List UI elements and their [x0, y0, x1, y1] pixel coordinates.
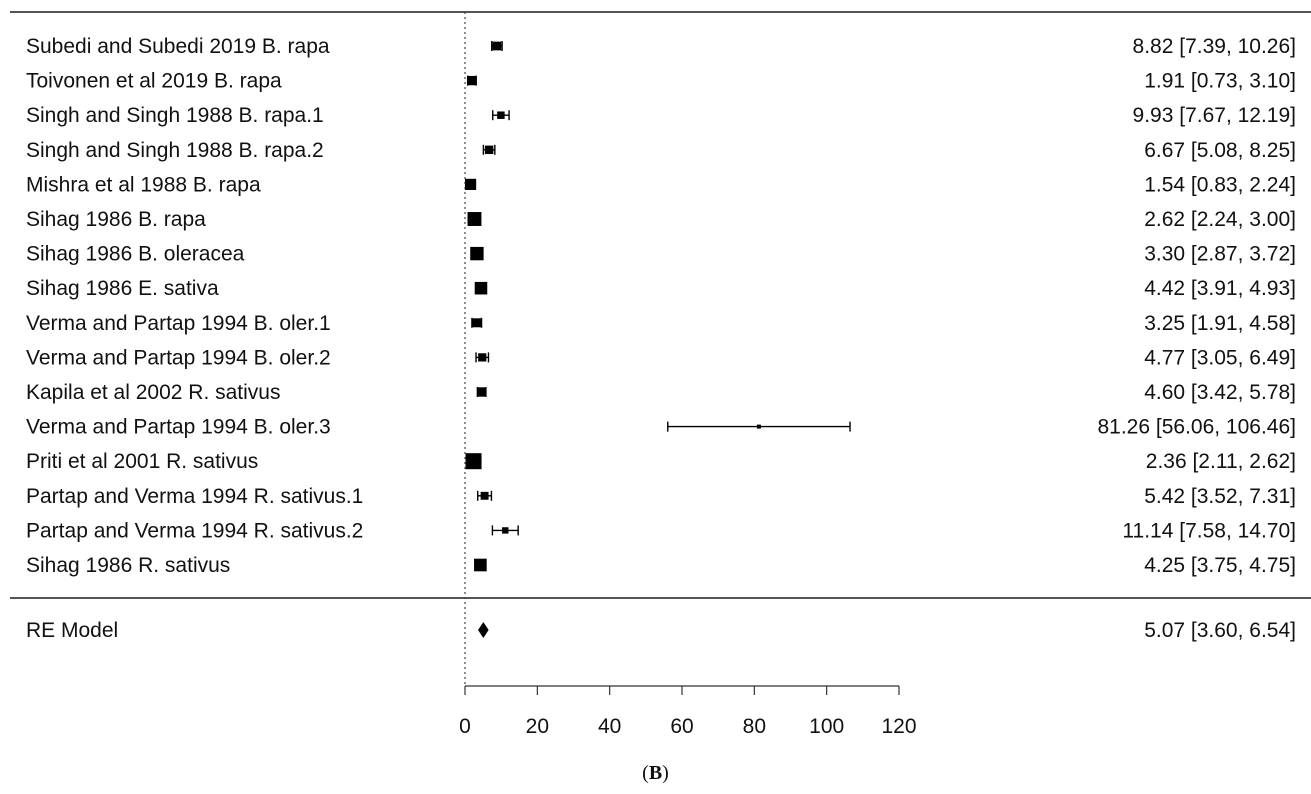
point-estimate-square	[464, 178, 477, 191]
study-ci-text: 8.82 [7.39, 10.26]	[1133, 35, 1296, 58]
study-ci-text: 2.62 [2.24, 3.00]	[1144, 208, 1296, 231]
summary-ci-text: 5.07 [3.60, 6.54]	[1144, 619, 1296, 642]
x-tick-label: 0	[459, 715, 471, 738]
caption-open: (	[642, 762, 649, 784]
study-label: Verma and Partap 1994 B. oler.1	[26, 312, 331, 335]
point-estimate-square	[497, 111, 505, 119]
study-ci-text: 1.91 [0.73, 3.10]	[1144, 70, 1296, 93]
study-row: Subedi and Subedi 2019 B. rapa 8.82 [7.39…	[26, 35, 1296, 58]
study-label: Priti et al 2001 R. sativus	[26, 450, 258, 473]
study-label: Verma and Partap 1994 B. oler.2	[26, 346, 331, 369]
study-label: Singh and Singh 1988 B. rapa.1	[26, 104, 324, 127]
summary-label: RE Model	[26, 619, 118, 642]
point-estimate-square	[467, 212, 482, 226]
point-estimate-square	[484, 145, 494, 155]
x-tick-label: 60	[670, 715, 693, 738]
study-row: Mishra et al 1988 B. rapa 1.54 [0.83, 2.2…	[26, 173, 1296, 196]
study-row: Partap and Verma 1994 R. sativus.1 5.42 […	[26, 485, 1296, 508]
study-row: Toivonen et al 2019 B. rapa 1.91 [0.73, 3…	[26, 70, 1296, 93]
study-label: Singh and Singh 1988 B. rapa.2	[26, 139, 324, 162]
x-tick-label: 100	[809, 715, 844, 738]
study-row: Singh and Singh 1988 B. rapa.2 6.67 [5.08…	[26, 139, 1296, 162]
summary-row: RE Model 5.07 [3.60, 6.54]	[26, 619, 1296, 642]
point-estimate-square	[502, 527, 509, 534]
study-label: Partap and Verma 1994 R. sativus.1	[26, 485, 363, 508]
point-estimate-square	[472, 318, 482, 328]
summary-diamond	[478, 622, 489, 638]
caption-letter: B	[648, 762, 663, 784]
study-label: Sihag 1986 E. sativa	[26, 277, 219, 300]
study-ci-text: 5.42 [3.52, 7.31]	[1144, 485, 1296, 508]
study-rows: Subedi and Subedi 2019 B. rapa 8.82 [7.39…	[26, 35, 1296, 577]
x-axis: 0 20 40 60 80 100 120	[459, 685, 917, 738]
study-label: Verma and Partap 1994 B. oler.3	[26, 416, 331, 439]
point-estimate-square	[480, 491, 489, 500]
study-ci-text: 4.60 [3.42, 5.78]	[1144, 381, 1296, 404]
study-label: Mishra et al 1988 B. rapa	[26, 173, 261, 196]
point-estimate-square	[474, 281, 488, 295]
study-label: Sihag 1986 B. oleracea	[26, 243, 245, 266]
study-ci-text: 4.42 [3.91, 4.93]	[1144, 277, 1296, 300]
study-row: Kapila et al 2002 R. sativus 4.60 [3.42, …	[26, 381, 1296, 404]
point-estimate-square	[476, 387, 487, 397]
study-row: Sihag 1986 E. sativa 4.42 [3.91, 4.93]	[26, 277, 1296, 300]
x-tick-label: 80	[743, 715, 766, 738]
study-ci-text: 4.77 [3.05, 6.49]	[1144, 346, 1296, 369]
study-ci-text: 11.14 [7.58, 14.70]	[1122, 519, 1296, 542]
study-row: Verma and Partap 1994 B. oler.2 4.77 [3.0…	[26, 346, 1296, 369]
forest-plot: Subedi and Subedi 2019 B. rapa 8.82 [7.39…	[10, 11, 1311, 738]
study-row: Verma and Partap 1994 B. oler.3 81.26 [56…	[26, 416, 1296, 439]
study-row: Sihag 1986 R. sativus 4.25 [3.75, 4.75]	[26, 554, 1296, 577]
study-ci-text: 6.67 [5.08, 8.25]	[1144, 139, 1296, 162]
study-label: Kapila et al 2002 R. sativus	[26, 381, 280, 404]
study-ci-text: 4.25 [3.75, 4.75]	[1144, 554, 1296, 577]
study-row: Singh and Singh 1988 B. rapa.1 9.93 [7.67…	[26, 104, 1296, 127]
point-estimate-square	[467, 75, 477, 86]
study-ci-text: 9.93 [7.67, 12.19]	[1133, 104, 1296, 127]
point-estimate-square	[478, 353, 487, 362]
x-tick-label: 40	[598, 715, 621, 738]
point-estimate-square	[474, 558, 487, 572]
caption-close: )	[662, 762, 669, 784]
study-label: Partap and Verma 1994 R. sativus.2	[26, 519, 363, 542]
x-tick-label: 20	[526, 715, 549, 738]
study-label: Sihag 1986 B. rapa	[26, 208, 206, 231]
study-row: Partap and Verma 1994 R. sativus.2 11.14 …	[26, 519, 1296, 542]
study-ci-text: 3.25 [1.91, 4.58]	[1144, 312, 1296, 335]
study-label: Sihag 1986 R. sativus	[26, 554, 230, 577]
study-row: Verma and Partap 1994 B. oler.1 3.25 [1.9…	[26, 312, 1296, 335]
study-row: Priti et al 2001 R. sativus 2.36 [2.11, 2…	[26, 450, 1296, 473]
point-estimate-square	[470, 246, 484, 261]
point-estimate-square	[492, 41, 502, 51]
study-label: Toivonen et al 2019 B. rapa	[26, 70, 282, 93]
study-ci-text: 81.26 [56.06, 106.46]	[1097, 416, 1296, 439]
study-ci-text: 3.30 [2.87, 3.72]	[1144, 243, 1296, 266]
study-row: Sihag 1986 B. oleracea 3.30 [2.87, 3.72]	[26, 243, 1296, 266]
x-tick-label: 120	[881, 715, 916, 738]
point-estimate-square	[756, 424, 761, 429]
figure-caption: (B)	[0, 762, 1311, 785]
point-estimate-square	[465, 453, 482, 470]
study-ci-text: 1.54 [0.83, 2.24]	[1144, 173, 1296, 196]
study-row: Sihag 1986 B. rapa 2.62 [2.24, 3.00]	[26, 208, 1296, 231]
study-label: Subedi and Subedi 2019 B. rapa	[26, 35, 330, 58]
study-ci-text: 2.36 [2.11, 2.62]	[1146, 450, 1296, 473]
